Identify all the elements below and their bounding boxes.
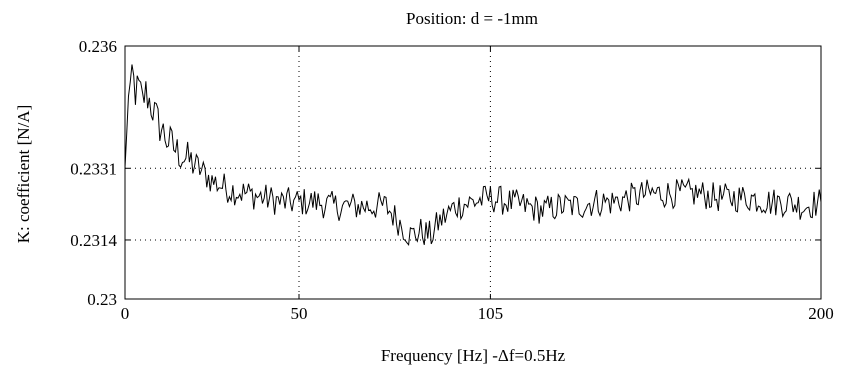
grid	[125, 46, 821, 299]
y-tick-label: 0.236	[79, 37, 117, 56]
series	[124, 64, 822, 246]
x-tick-label: 200	[808, 304, 834, 323]
y-tick-label: 0.2314	[70, 231, 117, 250]
y-ticks: 0.23 0.2314 0.2331 0.236	[70, 37, 821, 309]
chart-title: Position: d = -1mm	[406, 9, 538, 28]
plot-frame	[124, 45, 822, 300]
y-tick-label: 0.2331	[70, 159, 117, 178]
x-tick-label: 105	[478, 304, 504, 323]
y-tick-label: 0.23	[87, 290, 117, 309]
x-tick-label: 0	[121, 304, 130, 323]
x-axis-label: Frequency [Hz] -Δf=0.5Hz	[381, 346, 566, 365]
x-ticks: 0 50 105 200	[121, 46, 834, 323]
series-line	[124, 64, 822, 246]
y-axis-label: K: coefficient [N/A]	[14, 105, 33, 243]
x-tick-label: 50	[291, 304, 308, 323]
